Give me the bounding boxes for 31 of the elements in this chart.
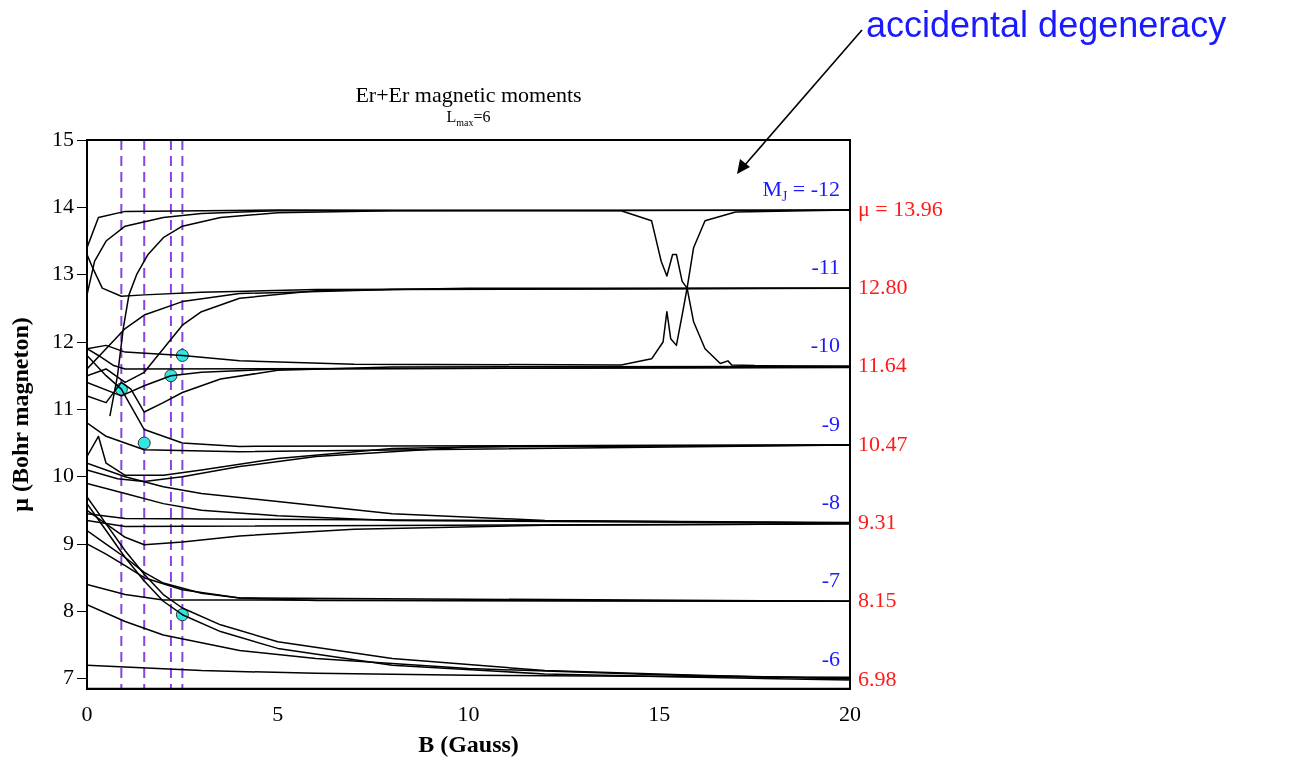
- annotation: -7: [821, 567, 840, 593]
- chart-title: Er+Er magnetic moments: [355, 81, 582, 107]
- annotation: -9: [821, 410, 840, 436]
- x-tick-label: 10: [457, 700, 480, 726]
- y2-tick-label: 12.80: [858, 273, 908, 299]
- y-tick-label: 7: [63, 664, 74, 690]
- y2-tick-label: 11.64: [858, 352, 907, 378]
- y-tick-label: 9: [63, 529, 74, 555]
- x-tick-label: 15: [648, 700, 671, 726]
- annotation: -8: [821, 488, 840, 514]
- y2-tick-label: μ = 13.96: [858, 195, 943, 221]
- y-tick-label: 11: [52, 395, 74, 421]
- x-tick-label: 0: [81, 700, 93, 726]
- y-tick-label: 12: [52, 327, 74, 353]
- y-tick-label: 15: [52, 125, 74, 151]
- y-tick-label: 8: [63, 597, 74, 623]
- y2-tick-label: 9.31: [858, 508, 897, 534]
- x-tick-label: 20: [839, 700, 861, 726]
- x-axis-title: B (Gauss): [418, 730, 519, 757]
- y-tick-label: 13: [52, 260, 74, 286]
- y-tick-label: 14: [52, 193, 74, 219]
- annotation: -6: [821, 645, 840, 671]
- x-tick-label: 5: [272, 700, 284, 726]
- annotation: -10: [810, 332, 840, 358]
- y-tick-label: 10: [52, 462, 74, 488]
- y2-tick-label: 10.47: [858, 430, 908, 456]
- text: accidental degeneracy: [866, 4, 1227, 46]
- annotation: -11: [811, 253, 841, 279]
- y-axis-title: μ (Bohr magneton): [6, 317, 33, 512]
- y2-tick-label: 6.98: [858, 665, 897, 691]
- y2-tick-label: 8.15: [858, 587, 897, 613]
